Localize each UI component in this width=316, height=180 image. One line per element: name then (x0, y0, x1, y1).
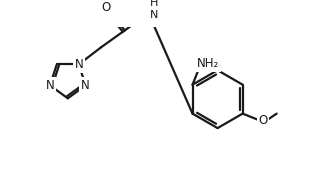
Text: H
N: H N (150, 0, 159, 20)
Text: NH₂: NH₂ (197, 57, 219, 70)
Text: O: O (258, 114, 268, 127)
Text: N: N (46, 79, 54, 92)
Text: O: O (101, 1, 111, 14)
Text: N: N (81, 79, 90, 92)
Text: N: N (75, 58, 83, 71)
